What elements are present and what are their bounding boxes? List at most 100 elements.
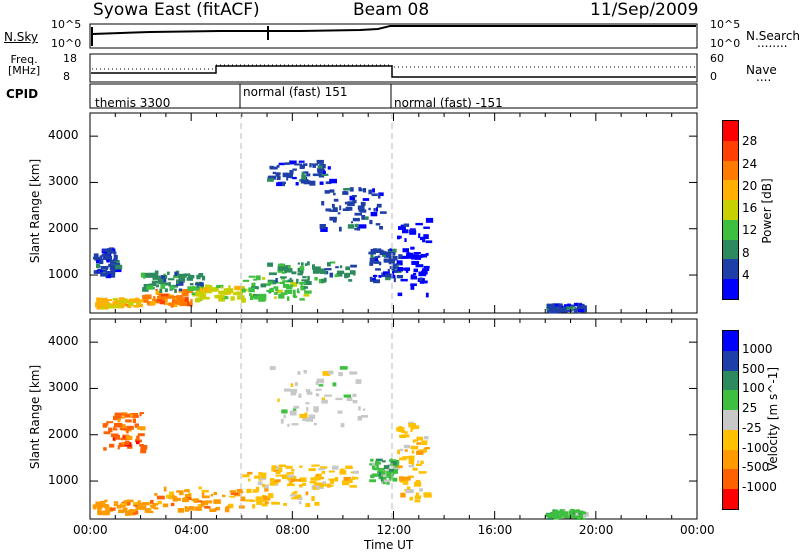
echo-cell [397,267,403,272]
echo-cell [321,201,325,206]
freq-label: Freq. [MHz] [8,53,41,77]
echo-cell [102,423,108,428]
echo-cell [316,484,324,489]
echo-cell [559,307,566,312]
echo-cell [380,479,385,484]
echo-cell [558,303,563,306]
echo-cell [148,301,156,305]
echo-cell [97,270,101,273]
echo-cell [326,484,334,487]
echo-cell [328,478,336,481]
echo-cell [283,414,286,419]
echo-cell [337,212,341,215]
echo-cell [411,426,415,430]
echo-cell [96,263,100,268]
echo-cell [264,487,269,492]
echo-cell [373,208,376,212]
echo-cell [117,300,123,303]
echo-cell [296,288,299,293]
echo-cell [388,476,392,482]
echo-cell [413,268,418,273]
echo-patch [369,458,400,485]
echo-cell [159,301,165,305]
echo-cell [242,474,250,478]
echo-cell [349,270,356,275]
echo-cell [408,423,417,428]
echo-cell [132,510,139,515]
echo-cell [566,306,574,311]
echo-cell [342,191,349,195]
echo-cell [423,265,430,269]
echo-cell [356,226,361,231]
echo-cell [184,507,189,512]
y-tick-label: 2000 [48,220,79,235]
echo-cell [424,447,430,450]
echo-cell [125,435,131,438]
echo-cell [167,278,175,281]
echo-cell [557,511,565,515]
echo-cell [125,440,130,446]
echo-cell [568,510,576,515]
echo-cell [152,503,159,506]
echo-cell [147,508,152,511]
echo-cell [150,504,154,507]
echo-cell [113,501,119,504]
echo-cell [154,270,159,275]
echo-cell [570,508,575,512]
velocity-colorbar-label: Velocity [m s^-1] [766,366,780,472]
echo-cell [145,274,154,278]
echo-cell [196,291,204,297]
echo-cell [282,280,290,283]
echo-cell [142,502,150,506]
echo-cell [273,286,277,289]
echo-patch [267,261,357,284]
echo-cell [160,284,166,289]
echo-cell [182,280,185,283]
echo-cell [324,268,332,271]
echo-cell [125,419,132,423]
echo-cell [419,281,425,284]
echo-cell [100,266,109,270]
echo-cell [373,260,380,264]
echo-cell [216,284,224,289]
echo-cell [201,495,210,499]
echo-cell [309,481,315,484]
echo-cell [327,262,331,267]
echo-cell [375,268,381,271]
echo-cell [100,269,108,272]
echo-cell [398,427,405,433]
echo-cell [330,261,336,264]
echo-cell [386,473,392,478]
echo-cell [197,500,203,503]
echo-cell [195,281,203,285]
echo-cell [301,174,307,180]
echo-cell [155,284,160,288]
echo-cell [123,500,128,504]
echo-cell [290,160,297,165]
echo-cell [161,293,169,297]
echo-cell [578,307,586,311]
echo-cell [392,264,398,268]
echo-cell [275,286,279,292]
echo-cell [349,195,356,201]
echo-cell [343,188,351,191]
echo-cell [171,494,175,499]
echo-cell [115,423,123,428]
echo-cell [397,449,400,455]
colorbar-step [723,259,738,280]
echo-cell [248,275,256,278]
echo-cell [271,467,274,472]
echo-cell [220,286,223,289]
echo-cell [127,304,132,309]
colorbar-step [723,429,738,450]
echo-cell [410,445,419,450]
echo-cell [575,509,580,514]
echo-cell [371,193,378,197]
echo-cell [101,304,109,310]
echo-cell [214,295,218,299]
echo-cell [258,297,266,302]
colorbar-step [723,239,738,260]
echo-cell [317,165,323,169]
echo-cell [189,506,193,509]
